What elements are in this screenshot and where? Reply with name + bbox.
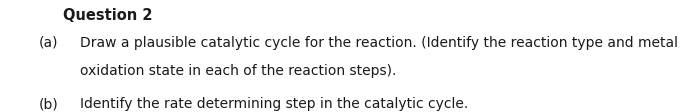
Text: oxidation state in each of the reaction steps).: oxidation state in each of the reaction … [80,64,397,78]
Text: Question 2: Question 2 [63,8,153,23]
Text: Draw a plausible catalytic cycle for the reaction. (Identify the reaction type a: Draw a plausible catalytic cycle for the… [80,36,678,50]
Text: (b): (b) [38,97,58,111]
Text: Identify the rate determining step in the catalytic cycle.: Identify the rate determining step in th… [80,97,469,111]
Text: (a): (a) [38,36,58,50]
